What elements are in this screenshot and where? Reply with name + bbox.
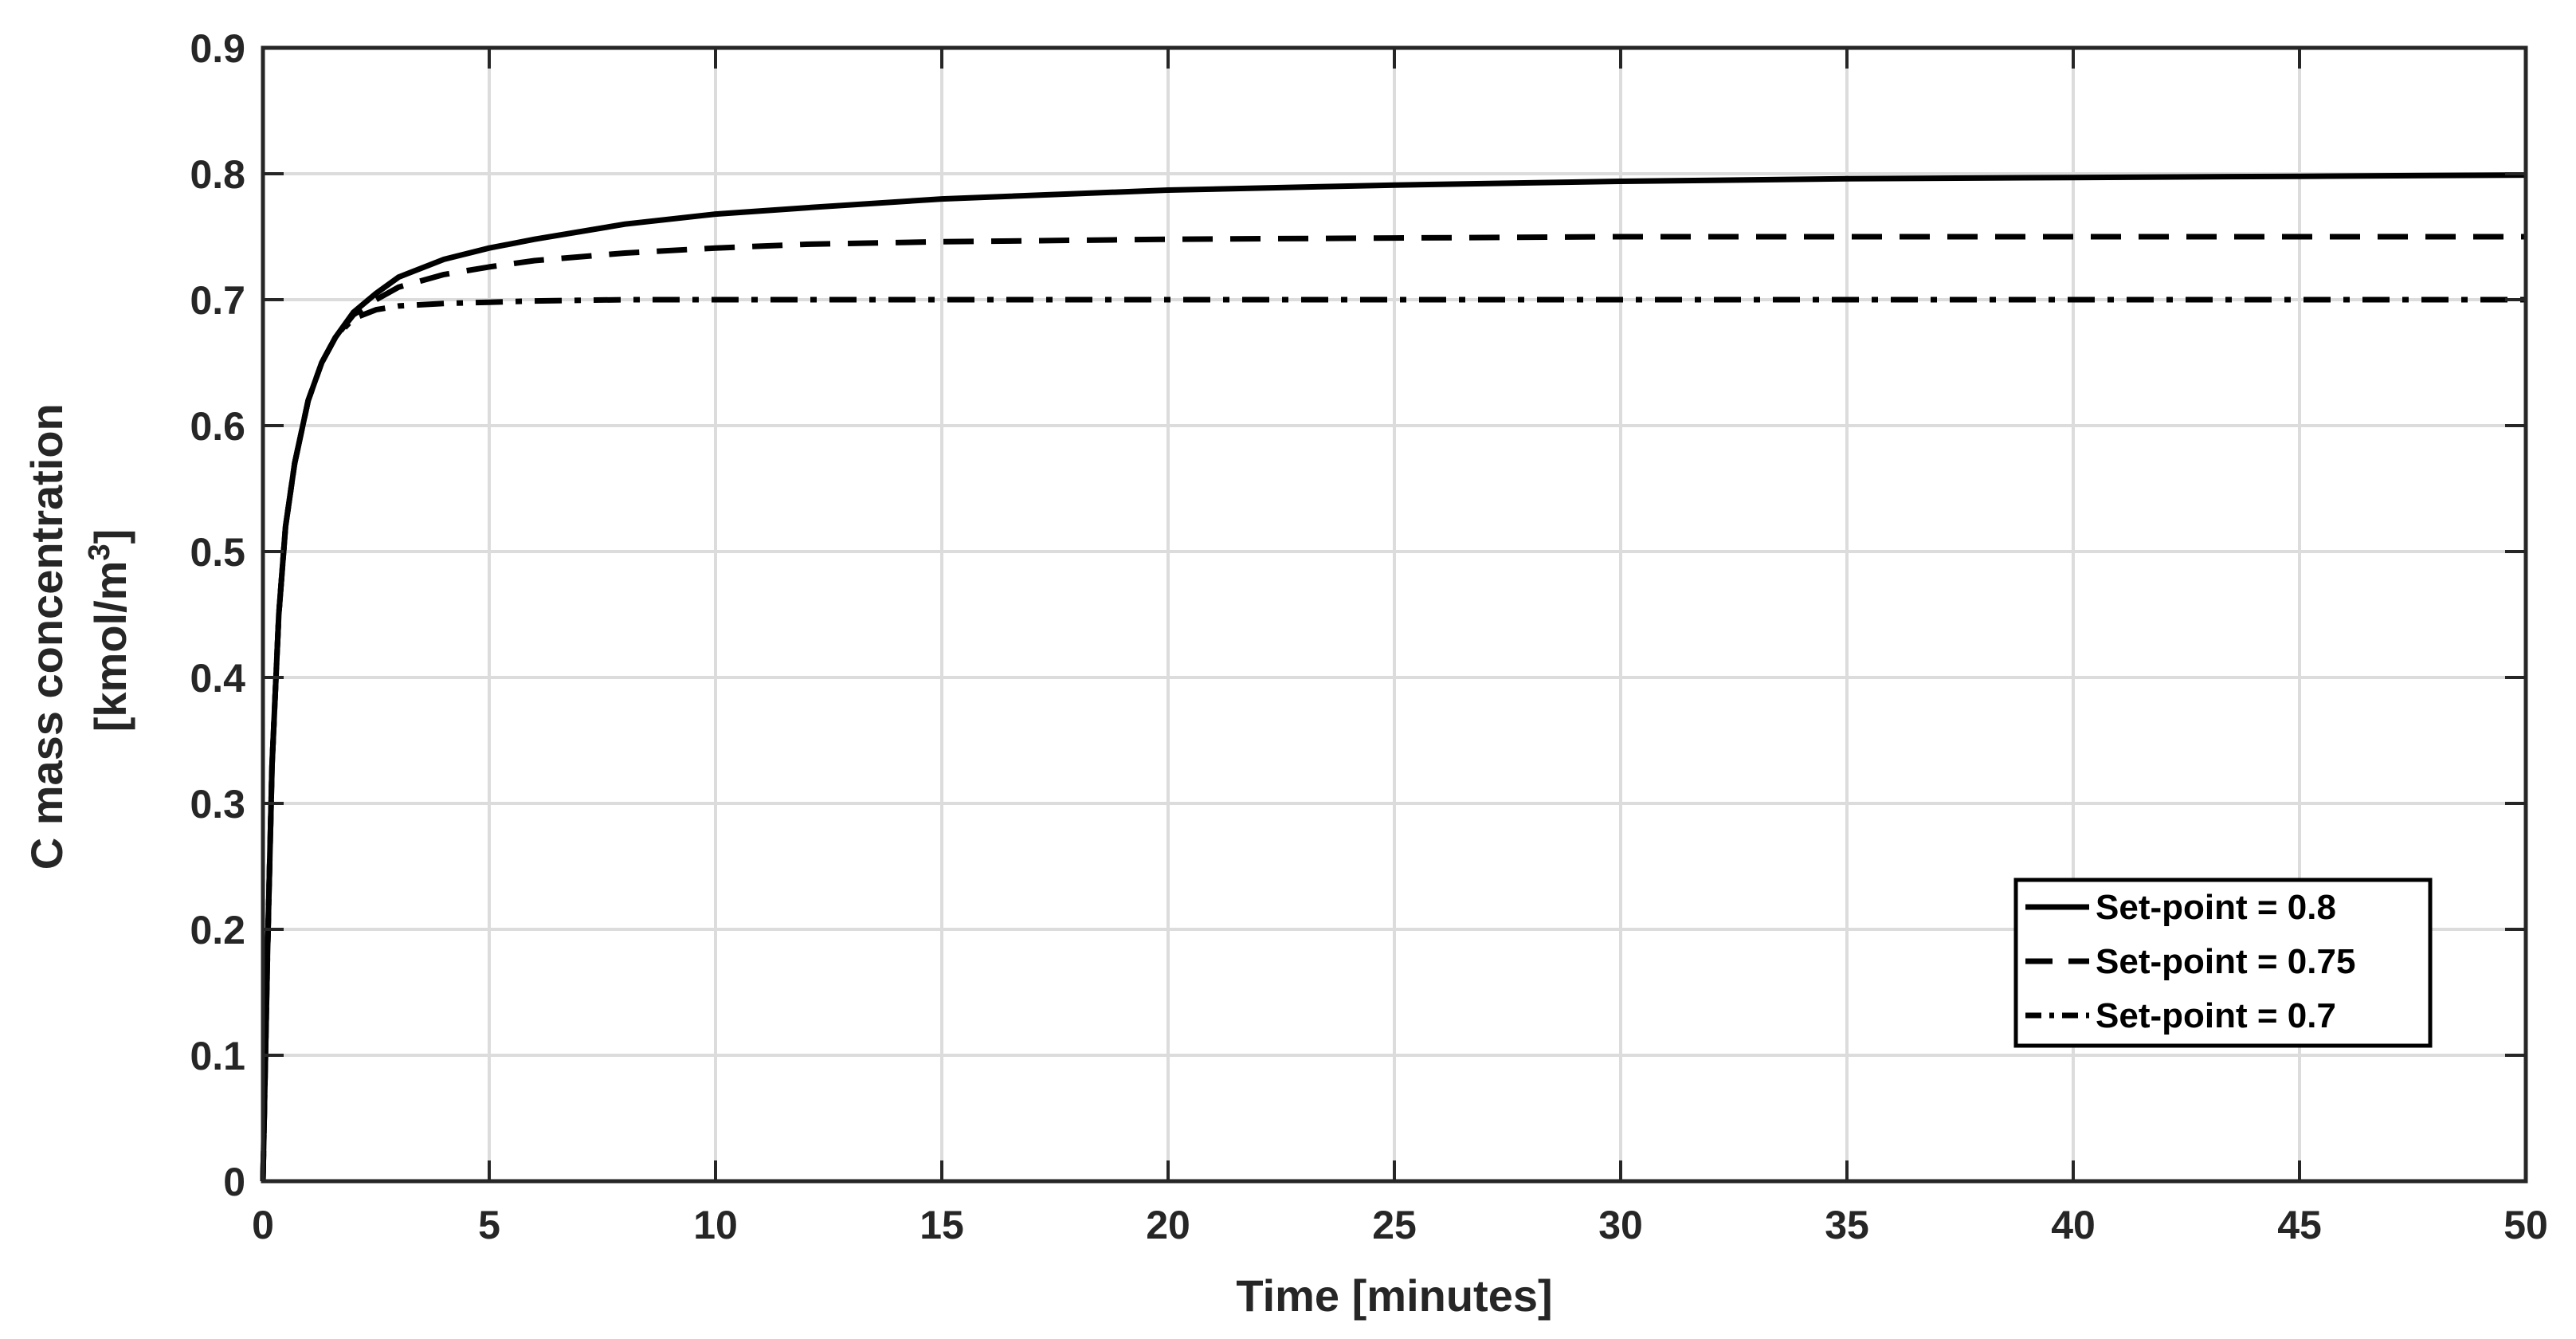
x-tick-label-7: 35 xyxy=(1825,1203,1869,1247)
y-tick-label-0: 0 xyxy=(223,1160,245,1204)
legend: Set-point = 0.8 Set-point = 0.75 Set-point… xyxy=(2013,878,2433,1048)
y-axis-label-line1: C mass concentration xyxy=(22,403,72,870)
y-axis-label: C mass concentration [kmol/m3] xyxy=(22,391,135,870)
x-tick-label-3: 15 xyxy=(919,1203,964,1247)
y-tick-label-7: 0.7 xyxy=(190,278,245,323)
x-tick-label-8: 40 xyxy=(2051,1203,2096,1247)
legend-label-1: Set-point = 0.8 xyxy=(2096,888,2336,927)
series-line-2 xyxy=(260,234,2526,1182)
series-layer xyxy=(260,172,2527,1182)
x-axis-label: Time [minutes] xyxy=(1236,1270,1552,1321)
y-tick-label-3: 0.3 xyxy=(190,782,245,827)
x-tick-label-4: 20 xyxy=(1146,1203,1190,1247)
tick-labels: 0 5 10 15 20 25 30 35 40 45 50 0 0.1 0.2 0.3 0.4 0.5 0.6 0… xyxy=(190,26,2547,1247)
x-tick-label-0: 0 xyxy=(252,1203,274,1247)
x-tick-label-6: 30 xyxy=(1598,1203,1643,1247)
series-line-3 xyxy=(260,296,2526,1182)
y-tick-label-6: 0.6 xyxy=(190,404,245,449)
ticks xyxy=(261,46,2527,1183)
y-axis-label-line2: [kmol/m3] xyxy=(83,529,135,732)
y-tick-label-1: 0.1 xyxy=(190,1034,245,1078)
y-axis-label-unit-close: ] xyxy=(85,529,135,544)
legend-label-2: Set-point = 0.75 xyxy=(2096,942,2355,981)
y-tick-label-2: 0.2 xyxy=(190,908,245,952)
x-tick-label-5: 25 xyxy=(1372,1203,1417,1247)
x-tick-label-2: 10 xyxy=(693,1203,738,1247)
legend-label-3: Set-point = 0.7 xyxy=(2096,996,2336,1035)
y-tick-label-8: 0.8 xyxy=(190,152,245,197)
x-tick-label-10: 50 xyxy=(2503,1203,2548,1247)
y-tick-label-4: 0.4 xyxy=(190,656,245,701)
y-tick-label-5: 0.5 xyxy=(190,530,245,575)
y-tick-label-9: 0.9 xyxy=(190,26,245,71)
y-axis-label-unit: [kmol/m xyxy=(85,561,135,732)
x-tick-label-9: 45 xyxy=(2277,1203,2322,1247)
y-axis-label-superscript: 3 xyxy=(83,544,116,560)
x-tick-label-1: 5 xyxy=(478,1203,500,1247)
